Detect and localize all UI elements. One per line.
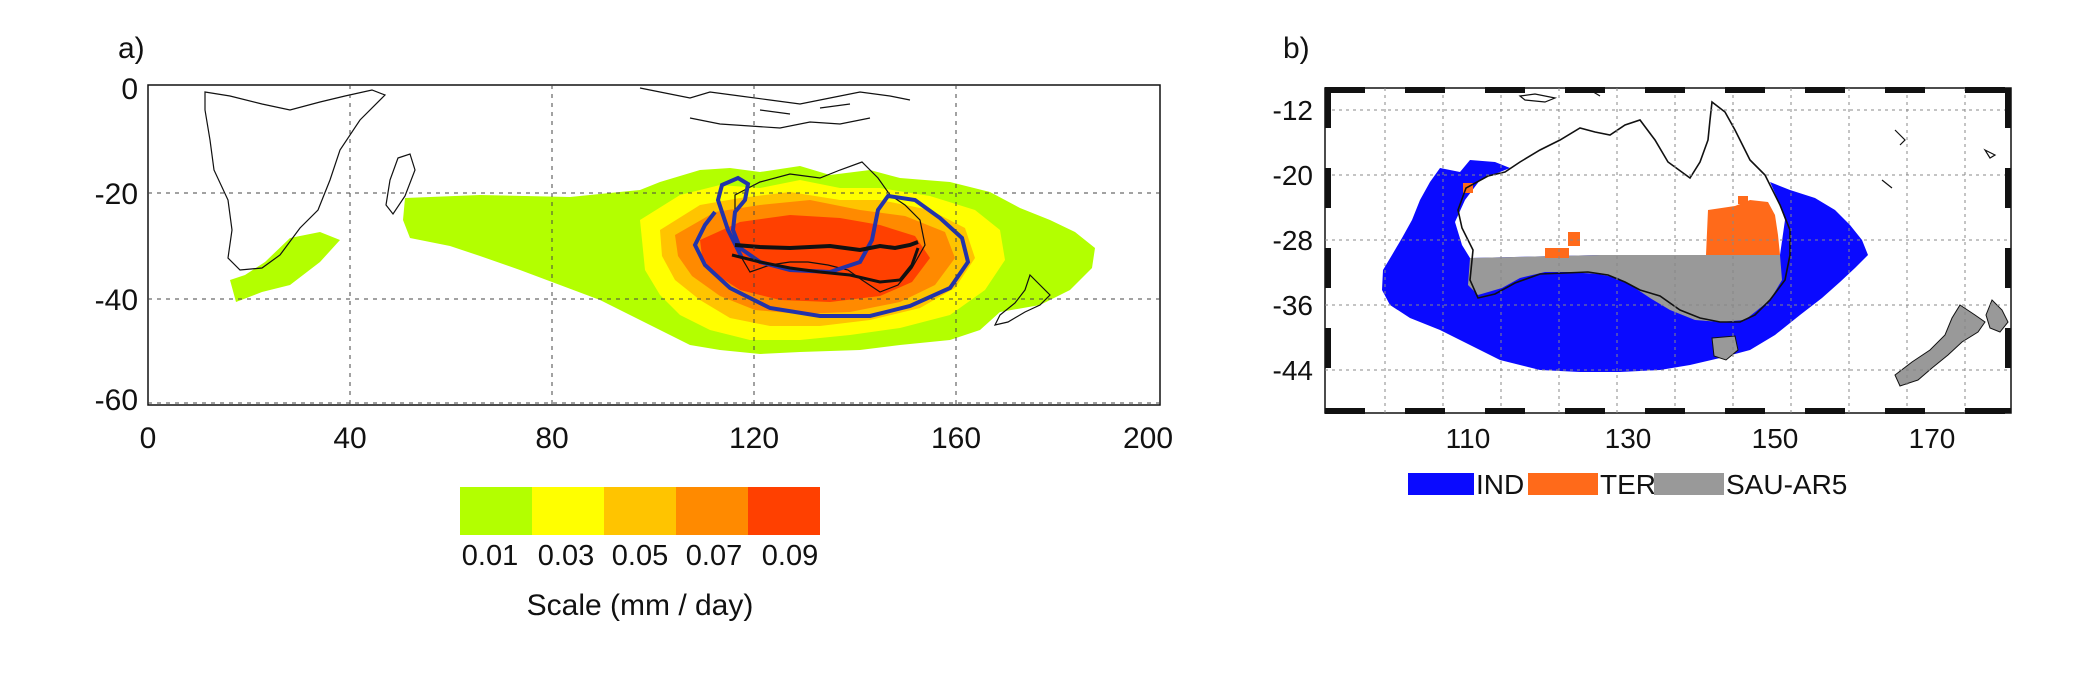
panel-a-map (147, 84, 1161, 406)
y-tick: -44 (1273, 355, 1313, 386)
region-ter (1463, 183, 1780, 258)
asia-outline (639, 87, 911, 105)
y-tick: -28 (1273, 225, 1313, 256)
colorbar-label: 0.09 (762, 540, 818, 572)
y-tick: -20 (1273, 160, 1313, 191)
tasmania (1711, 335, 1739, 361)
x-tick: 170 (1909, 423, 1956, 454)
x-tick: 120 (729, 422, 779, 455)
panel-a-label: a) (118, 32, 145, 65)
panel-b-frame-band (1325, 87, 2011, 414)
colorbar-swatch-5 (748, 487, 820, 535)
x-tick: 200 (1123, 422, 1173, 455)
panel-b-grid (1325, 88, 2011, 413)
x-tick: 110 (1446, 423, 1491, 454)
black-contour-2 (731, 247, 920, 284)
x-tick: 150 (1752, 423, 1799, 454)
legend-swatch-sau-ar5 (1654, 473, 1724, 495)
colorbar-label: 0.07 (686, 540, 742, 572)
nz-region (1894, 299, 2009, 387)
y-tick: -20 (95, 178, 138, 211)
panel-a-y-ticks: 0 -20 -40 -60 (95, 73, 138, 417)
x-tick: 40 (333, 422, 366, 455)
panel-b-x-ticks: 110 130 150 170 (1446, 423, 1956, 454)
colorbar-label: 0.03 (538, 540, 594, 572)
panel-b-label: b) (1283, 32, 1310, 65)
colorbar-swatch-2 (532, 487, 604, 535)
panel-b-map (1324, 87, 2012, 414)
legend-label-ind: IND (1476, 469, 1524, 500)
legend: IND TER SAU-AR5 (1408, 469, 1847, 500)
colorbar-swatch-3 (604, 487, 676, 535)
x-tick: 80 (535, 422, 568, 455)
panel-a-grid (148, 85, 1160, 405)
x-tick: 0 (140, 422, 157, 455)
y-tick: -12 (1273, 95, 1313, 126)
australia-outline-b (1457, 100, 1791, 323)
black-contour (734, 240, 919, 253)
africa-outline (204, 89, 387, 271)
australia-outline (732, 161, 926, 293)
madagascar-outline (385, 153, 416, 216)
colorbar-title: Scale (mm / day) (527, 589, 754, 622)
colorbar-label: 0.01 (462, 540, 518, 572)
colorbar-swatch-4 (676, 487, 748, 535)
panel-a-x-ticks: 0 40 80 120 160 200 (140, 422, 1173, 455)
colorbar-swatch-1 (460, 487, 532, 535)
new-zealand-outline (993, 273, 1051, 326)
legend-label-ter: TER (1600, 469, 1656, 500)
blue-contour (692, 175, 971, 318)
coastlines (204, 87, 1051, 326)
y-tick: -40 (95, 284, 138, 317)
indonesia-outline (689, 103, 871, 129)
legend-swatch-ter (1528, 473, 1598, 495)
x-tick: 130 (1605, 423, 1652, 454)
colorbar: 0.01 0.03 0.05 0.07 0.09 Scale (mm / day… (460, 487, 820, 622)
y-tick: 0 (121, 73, 138, 106)
legend-swatch-ind (1408, 473, 1474, 495)
y-tick: -36 (1273, 290, 1313, 321)
y-tick: -60 (95, 384, 138, 417)
colorbar-label: 0.05 (612, 540, 668, 572)
panel-b-y-ticks: -12 -20 -28 -36 -44 (1273, 95, 1313, 386)
x-tick: 160 (931, 422, 981, 455)
legend-label-sau-ar5: SAU-AR5 (1726, 469, 1847, 500)
